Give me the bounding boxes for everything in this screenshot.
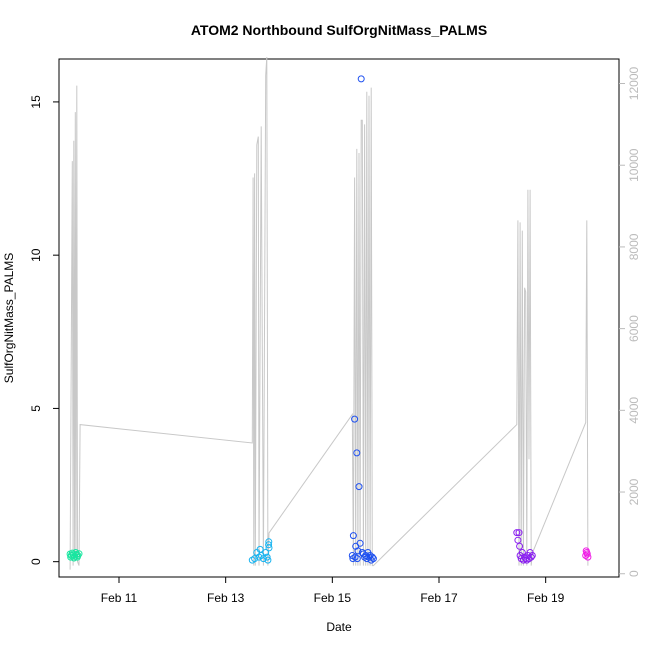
data-point [263, 553, 271, 561]
data-point [265, 541, 273, 549]
x-tick-label: Feb 17 [420, 591, 458, 605]
data-point [368, 553, 376, 561]
data-point [583, 550, 591, 558]
data-point [353, 555, 361, 563]
y-right-tick-label: 6000 [627, 315, 641, 342]
data-point [515, 529, 523, 537]
x-tick-label: Feb 11 [101, 591, 138, 605]
y-left-tick-label: 0 [29, 558, 43, 565]
data-point [355, 483, 363, 491]
altitude-layer [69, 56, 589, 570]
x-axis-label: Date [326, 620, 352, 634]
points-layer [66, 75, 592, 564]
plot-frame [58, 58, 620, 578]
y-left-tick-label: 5 [29, 405, 43, 412]
data-point [354, 547, 362, 555]
data-point [516, 542, 524, 550]
y-right-tick-label: 0 [627, 570, 641, 577]
data-point [582, 552, 590, 559]
data-point [264, 556, 272, 564]
data-point [251, 555, 259, 563]
data-point [514, 536, 522, 544]
data-point [73, 553, 81, 561]
data-point [349, 532, 357, 540]
data-point [369, 555, 377, 563]
y-left-tick-label: 15 [29, 95, 43, 109]
data-point [528, 552, 536, 559]
y-right-tick-label: 4000 [627, 397, 641, 424]
data-point [356, 539, 364, 547]
y-right-tick-label: 12000 [627, 66, 641, 100]
y-right-tick-label: 10000 [627, 148, 641, 182]
data-point [513, 529, 521, 537]
y-axis-right: 0 2000 4000 6000 8000 10000 12000 [619, 66, 641, 577]
x-axis: Feb 11 Feb 13 Feb 15 Feb 17 Feb 19 [101, 577, 565, 605]
data-point [357, 75, 365, 83]
data-point [353, 449, 361, 457]
y-right-tick-label: 8000 [627, 233, 641, 260]
data-point [75, 550, 83, 558]
data-point [527, 553, 535, 561]
x-tick-label: Feb 13 [207, 591, 245, 605]
data-point [70, 554, 78, 562]
data-point [255, 553, 263, 561]
y-axis-left: 0 5 10 15 [29, 95, 59, 565]
data-point [265, 544, 273, 552]
x-tick-label: Feb 15 [314, 591, 352, 605]
data-point [259, 555, 267, 563]
altitude-trace-line [69, 56, 589, 570]
y-left-tick-label: 10 [29, 248, 43, 262]
data-point [351, 415, 359, 423]
data-point [67, 553, 75, 561]
y-right-tick-label: 2000 [627, 478, 641, 505]
y-axis-label: SulfOrgNitMass_PALMS [2, 253, 16, 383]
data-point [262, 549, 270, 556]
chart-title: ATOM2 Northbound SulfOrgNitMass_PALMS [191, 22, 487, 38]
x-tick-label: Feb 19 [527, 591, 565, 605]
data-point [584, 553, 592, 561]
